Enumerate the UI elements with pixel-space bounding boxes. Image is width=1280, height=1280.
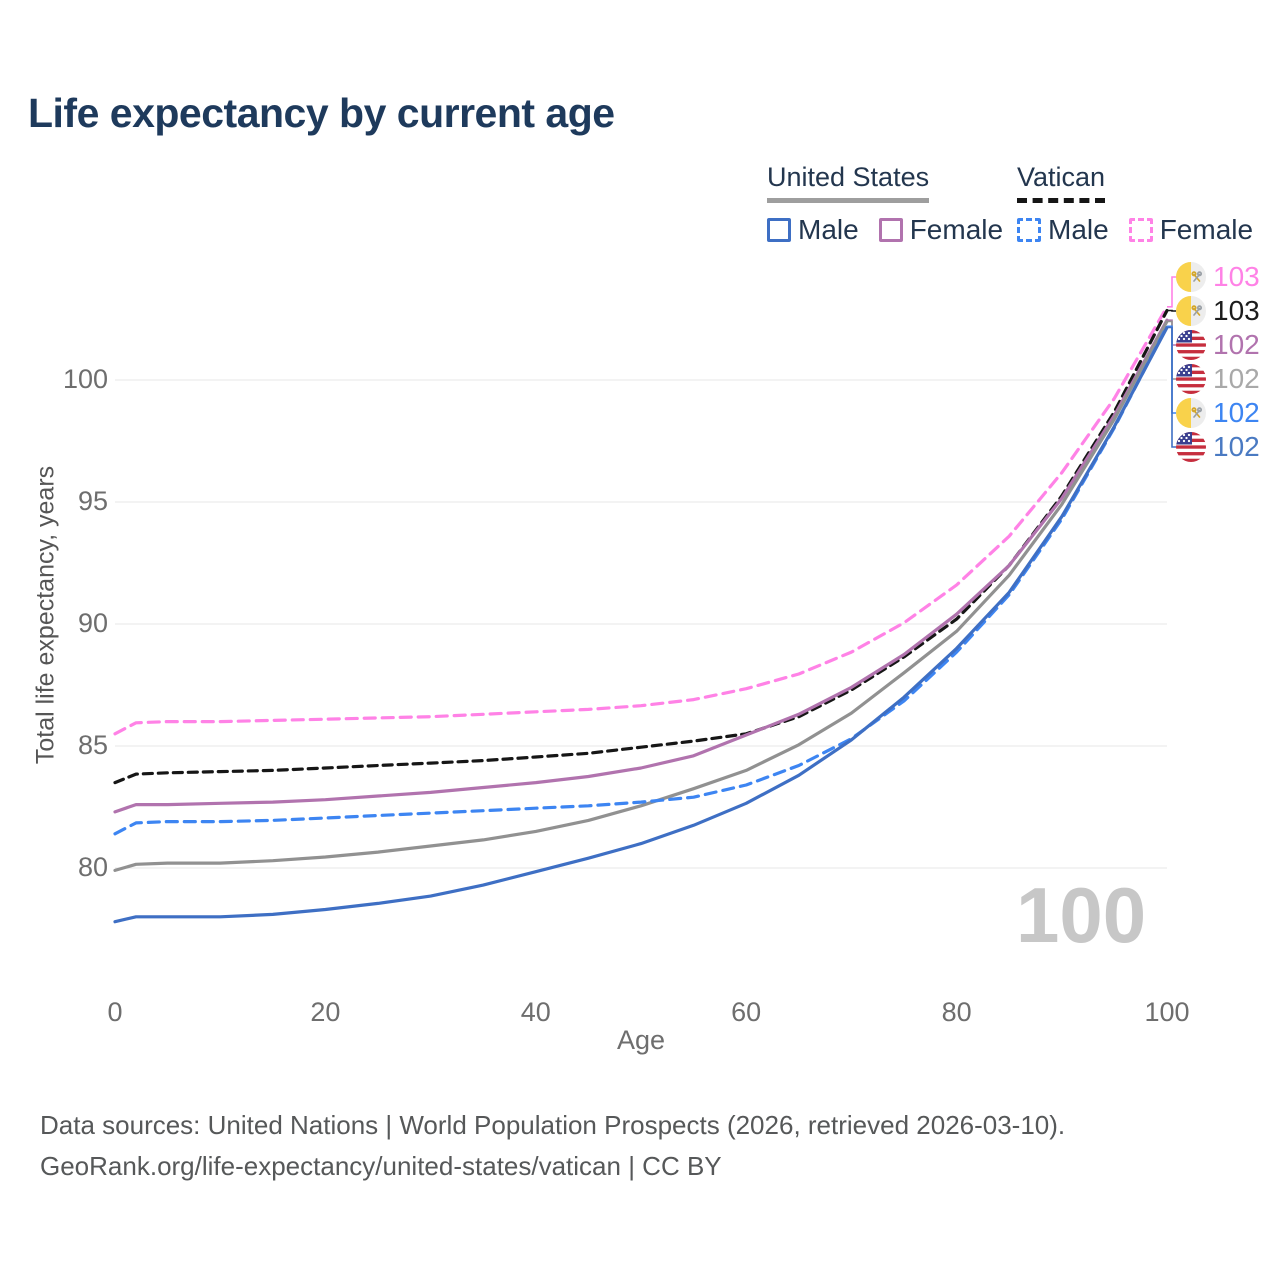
footer-url-line: GeoRank.org/life-expectancy/united-state… (40, 1151, 722, 1181)
x-tick-label-0: 0 (107, 997, 123, 1027)
end-label-value: 103 (1213, 261, 1260, 292)
series-line-vatican-female (113, 305, 1169, 736)
series-line-us-total (113, 319, 1169, 873)
legend-item-us-female[interactable]: Female (878, 214, 1004, 246)
us-female-swatch-icon (878, 218, 903, 242)
watermark-age-100: 100 (1016, 871, 1147, 959)
end-label-value: 102 (1213, 397, 1260, 428)
leader-line-vatican-female (1167, 276, 1177, 308)
end-label-vatican-female: 103 (1176, 262, 1260, 292)
end-label-value: 102 (1213, 431, 1260, 462)
us-flag-icon (1176, 330, 1206, 360)
x-tick-label-20: 20 (310, 997, 341, 1027)
x-tick-label-100: 100 (1144, 997, 1190, 1027)
end-label-value: 102 (1213, 363, 1260, 394)
legend-item-label: Male (798, 214, 859, 245)
vatican-female-swatch-icon (1128, 218, 1153, 242)
legend-row-vatican: Male Female (1017, 214, 1273, 246)
end-label-vatican-total: 103 (1176, 296, 1260, 326)
legend-group-title-united-states: United States (767, 162, 930, 203)
y-tick-label-95: 95 (77, 486, 108, 516)
footer-source-line: Data sources: United Nations | World Pop… (40, 1110, 1066, 1140)
legend-item-us-male[interactable]: Male (767, 214, 859, 246)
series-line-vatican-male (113, 324, 1169, 836)
leader-line-us-male (1167, 326, 1177, 448)
us-flag-icon (1176, 364, 1206, 394)
series-line-vatican-total (113, 308, 1169, 785)
leader-line-vatican-total (1167, 309, 1177, 312)
end-label-us-total: 102 (1176, 364, 1260, 394)
legend-item-label: Male (1048, 214, 1109, 245)
end-label-vatican-male: 102 (1176, 398, 1260, 428)
y-tick-label-85: 85 (77, 730, 108, 760)
footer: Data sources: United Nations | World Pop… (40, 1105, 1065, 1187)
x-tick-label-60: 60 (731, 997, 762, 1027)
legend-item-label: Female (909, 214, 1004, 245)
legend-group-vatican: Vatican Male Female (1017, 162, 1273, 246)
page-title: Life expectancy by current age (28, 90, 615, 136)
x-axis-title: Age (616, 1025, 666, 1055)
vatican-male-swatch-icon (1017, 218, 1041, 242)
end-label-value: 103 (1213, 295, 1260, 326)
legend-item-vatican-female[interactable]: Female (1128, 214, 1254, 246)
us-flag-icon (1176, 432, 1206, 462)
y-tick-label-80: 80 (77, 852, 108, 882)
end-label-value: 102 (1213, 329, 1260, 360)
y-tick-label-100: 100 (62, 364, 108, 394)
legend-row-united-states: Male Female (767, 214, 1023, 246)
vatican-flag-icon (1176, 296, 1206, 326)
legend-item-label: Female (1159, 214, 1254, 245)
us-male-swatch-icon (767, 218, 791, 242)
series-line-us-female (113, 318, 1169, 814)
vatican-flag-icon (1176, 398, 1206, 428)
legend-group-title-vatican: Vatican (1017, 162, 1106, 203)
y-tick-label-90: 90 (77, 608, 108, 638)
legend-group-united-states: United States Male Female (767, 162, 1023, 246)
x-tick-label-80: 80 (941, 997, 972, 1027)
end-label-us-male: 102 (1176, 432, 1260, 462)
vatican-flag-icon (1176, 262, 1206, 292)
series-line-us-male (113, 325, 1169, 924)
legend-item-vatican-male[interactable]: Male (1017, 214, 1109, 246)
end-label-us-female: 102 (1176, 330, 1260, 360)
x-tick-label-40: 40 (520, 997, 551, 1027)
